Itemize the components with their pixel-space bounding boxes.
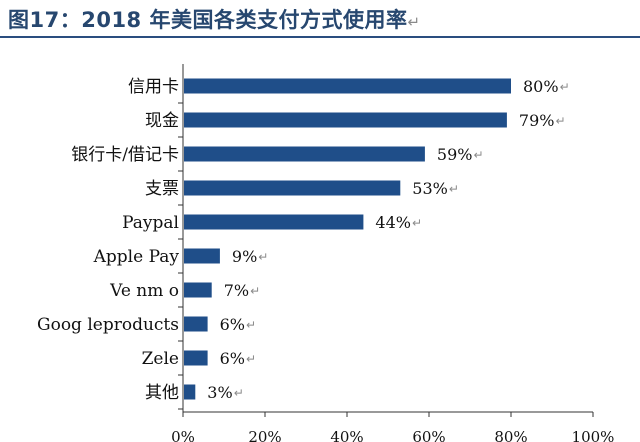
- category-label: Ve nm o: [109, 281, 179, 301]
- bar: [184, 180, 401, 196]
- return-mark: ↵: [234, 386, 244, 400]
- value-label: 6%: [220, 315, 245, 334]
- x-tick-label: 60%: [412, 428, 445, 442]
- return-mark: ↵: [412, 216, 422, 230]
- return-mark: ↵: [246, 352, 256, 366]
- x-tick-label: 80%: [494, 428, 527, 442]
- bar: [184, 316, 208, 332]
- bar: [184, 350, 208, 366]
- value-label: 80%: [523, 77, 559, 96]
- category-label: Zele: [142, 349, 179, 369]
- value-label: 7%: [224, 281, 249, 300]
- bar: [184, 248, 220, 264]
- x-tick-label: 40%: [330, 428, 363, 442]
- x-tick-label: 0%: [171, 428, 195, 442]
- return-mark: ↵: [473, 148, 483, 162]
- value-label: 9%: [232, 247, 257, 266]
- bar: [184, 146, 425, 162]
- title-bar: 图17：2018 年美国各类支付方式使用率↵: [0, 0, 640, 38]
- value-label: 79%: [519, 111, 555, 130]
- bar: [184, 214, 364, 230]
- chart-title: 图17：2018 年美国各类支付方式使用率↵: [8, 4, 421, 34]
- bar: [184, 112, 507, 128]
- return-mark: ↵: [246, 318, 256, 332]
- value-label: 44%: [375, 213, 411, 232]
- return-mark: ↵: [250, 284, 260, 298]
- x-tick-label: 100%: [572, 428, 615, 442]
- category-label: Paypal: [122, 213, 179, 233]
- category-label: Goog leproducts: [37, 315, 179, 335]
- category-label: 现金: [145, 111, 179, 131]
- value-label: 59%: [437, 145, 473, 164]
- return-mark: ↵: [258, 250, 268, 264]
- chart-title-text: 图17：2018 年美国各类支付方式使用率: [8, 8, 408, 32]
- bar: [184, 78, 511, 94]
- category-label: 支票: [145, 179, 179, 199]
- return-mark: ↵: [555, 114, 565, 128]
- category-label: 其他: [145, 383, 179, 403]
- value-label: 53%: [412, 179, 448, 198]
- bar: [184, 282, 212, 298]
- return-mark: ↵: [407, 13, 421, 31]
- value-label: 3%: [207, 383, 232, 402]
- return-mark: ↵: [560, 80, 570, 94]
- bar: [184, 384, 196, 400]
- category-label: 信用卡: [128, 77, 179, 97]
- category-label: Apple Pay: [93, 247, 180, 267]
- category-label: 银行卡/借记卡: [71, 145, 179, 165]
- value-label: 6%: [220, 349, 245, 368]
- x-tick-label: 20%: [248, 428, 281, 442]
- return-mark: ↵: [449, 182, 459, 196]
